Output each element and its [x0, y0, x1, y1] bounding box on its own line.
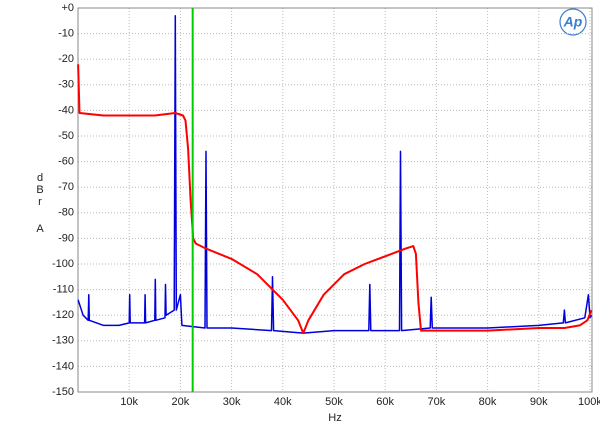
x-tick-label: 50k: [325, 396, 343, 408]
y-tick-label: -40: [58, 104, 74, 116]
y-tick-label: -10: [58, 28, 74, 40]
y-tick-label: -50: [58, 130, 74, 142]
x-tick-label: 20k: [172, 396, 190, 408]
y-tick-label: -30: [58, 79, 74, 91]
y-tick-label: -100: [52, 258, 74, 270]
plot-frame: [77, 7, 593, 393]
x-tick-label: 40k: [274, 396, 292, 408]
x-tick-label: 30k: [223, 396, 241, 408]
y-tick-label: -150: [52, 386, 74, 398]
y-tick-label: -110: [53, 284, 74, 296]
series-line: [77, 64, 593, 335]
y-tick-label: -120: [52, 309, 74, 321]
y-tick-label: -70: [58, 181, 74, 193]
y-tick-label: -130: [52, 335, 74, 347]
x-tick-label: 10k: [120, 396, 138, 408]
x-tick-label: 70k: [427, 396, 445, 408]
y-tick-label: -20: [58, 53, 74, 65]
y-tick-label: +0: [61, 2, 74, 14]
x-tick-label: 60k: [376, 396, 394, 408]
x-tick-label: 90k: [530, 396, 548, 408]
y-axis-unit: A: [36, 223, 44, 235]
y-tick-label: -60: [58, 156, 74, 168]
logo: Ap: [563, 14, 583, 30]
logo-ring: [559, 8, 587, 36]
x-tick-label: 80k: [479, 396, 497, 408]
x-axis-label: Hz: [328, 412, 341, 424]
y-tick-label: -80: [58, 207, 74, 219]
y-tick-label: -90: [58, 232, 74, 244]
series-line: [77, 14, 593, 334]
y-tick-label: -140: [52, 360, 74, 372]
x-tick-label: 100k: [578, 396, 600, 408]
